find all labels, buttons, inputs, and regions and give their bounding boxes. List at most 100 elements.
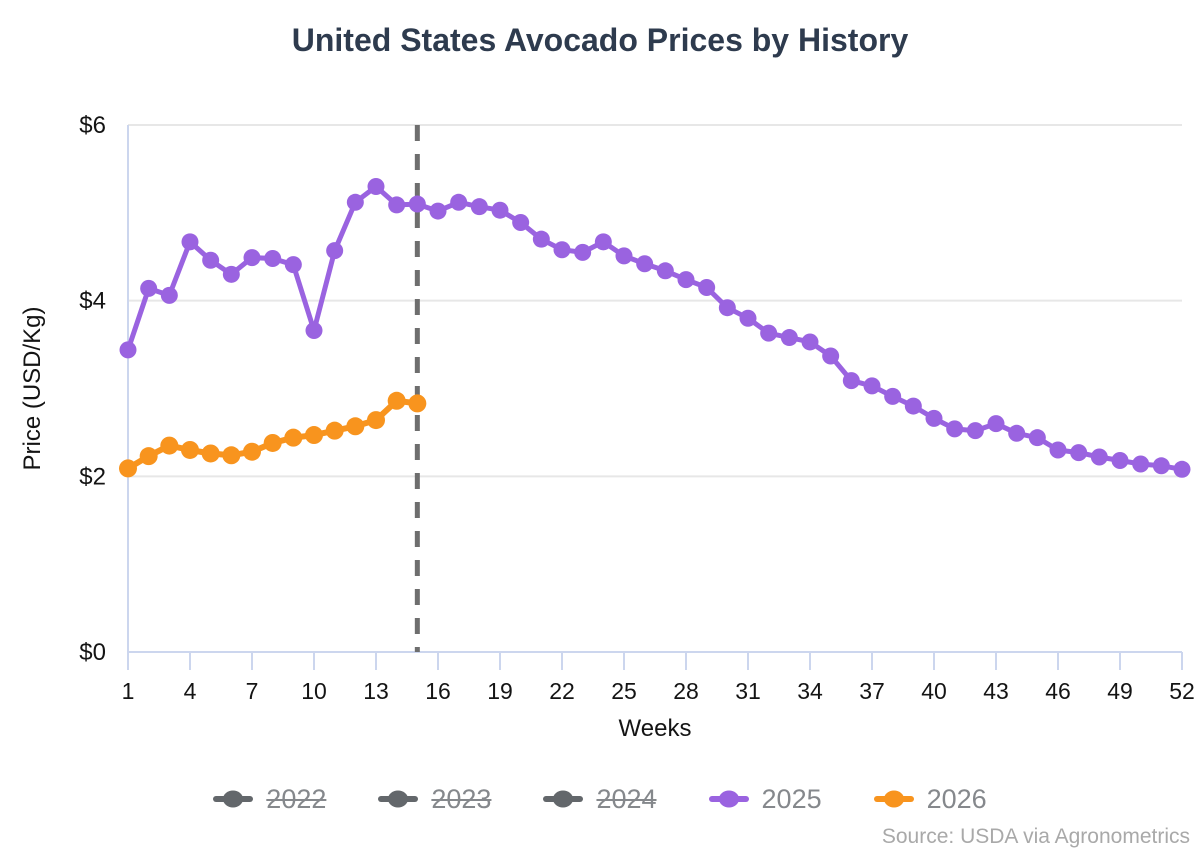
data-point-2025-week-47[interactable]: [1070, 444, 1088, 462]
legend-marker-icon: [378, 790, 419, 808]
data-point-2025-week-26[interactable]: [636, 255, 654, 273]
data-point-2025-week-36[interactable]: [842, 372, 860, 390]
data-point-2025-week-6[interactable]: [222, 265, 240, 283]
data-point-2025-week-13[interactable]: [367, 177, 385, 195]
data-point-2026-week-13[interactable]: [367, 411, 385, 430]
data-point-2025-week-32[interactable]: [760, 324, 778, 342]
legend-dot-icon: [388, 790, 409, 808]
legend-dot-icon: [883, 790, 904, 808]
data-point-2025-week-9[interactable]: [284, 256, 302, 274]
data-point-2025-week-21[interactable]: [532, 230, 550, 248]
data-point-2025-week-17[interactable]: [450, 193, 468, 211]
data-point-2025-week-11[interactable]: [326, 242, 344, 260]
data-point-2025-week-4[interactable]: [181, 233, 199, 251]
avocado-price-chart: 1 4 7 10 13 16 19 22 25 28 31 34 37 40 43 46 49 52 $0 $2 $4 $…: [19, 112, 1195, 742]
data-point-2025-week-40[interactable]: [925, 409, 943, 427]
data-point-2026-week-10[interactable]: [305, 426, 323, 445]
data-point-2025-week-15[interactable]: [408, 195, 426, 213]
data-point-2025-week-24[interactable]: [594, 233, 612, 251]
legend-marker-icon: [213, 790, 254, 808]
data-point-2026-week-6[interactable]: [222, 446, 241, 465]
x-tick-label: 22: [549, 678, 575, 704]
data-point-2025-week-45[interactable]: [1028, 429, 1046, 447]
data-point-2025-week-23[interactable]: [574, 243, 592, 261]
legend-item-2023[interactable]: 2023: [378, 783, 492, 814]
data-point-2025-week-27[interactable]: [656, 262, 674, 280]
x-tick-label: 10: [301, 678, 327, 704]
data-point-2025-week-2[interactable]: [140, 279, 158, 297]
data-point-2025-week-1[interactable]: [119, 341, 137, 359]
data-point-2025-week-48[interactable]: [1090, 448, 1108, 466]
data-point-2026-week-5[interactable]: [201, 444, 220, 463]
data-point-2025-week-3[interactable]: [160, 286, 178, 304]
legend-marker-icon: [543, 790, 584, 808]
data-point-2025-week-10[interactable]: [305, 322, 323, 340]
data-point-2025-week-51[interactable]: [1152, 457, 1170, 475]
legend-item-2022[interactable]: 2022: [213, 783, 327, 814]
data-point-2025-week-38[interactable]: [884, 387, 902, 405]
data-point-2026-week-3[interactable]: [160, 436, 179, 455]
x-tick-label: 28: [673, 678, 699, 704]
legend-dot-icon: [223, 790, 244, 808]
data-point-2025-week-37[interactable]: [863, 377, 881, 395]
data-point-2025-week-28[interactable]: [677, 271, 695, 289]
x-tick-label: 40: [921, 678, 947, 704]
data-point-2025-week-34[interactable]: [801, 333, 819, 351]
data-point-2026-week-9[interactable]: [284, 428, 303, 447]
data-point-2025-week-50[interactable]: [1132, 455, 1150, 473]
x-tick-label: 46: [1045, 678, 1071, 704]
data-point-2025-week-19[interactable]: [491, 201, 509, 219]
x-tick-label: 7: [246, 678, 259, 704]
data-point-2025-week-16[interactable]: [429, 202, 447, 220]
y-tick-label: $2: [79, 463, 106, 490]
legend-item-2026[interactable]: 2026: [873, 783, 987, 814]
data-point-2025-week-42[interactable]: [966, 422, 984, 440]
x-tick-label: 25: [611, 678, 637, 704]
y-tick-label: $0: [79, 639, 106, 666]
chart-legend: 2022 2023 2024 2025 2026: [0, 778, 1200, 820]
legend-dot-icon: [553, 790, 574, 808]
data-point-2026-week-12[interactable]: [346, 417, 365, 436]
data-point-2025-week-41[interactable]: [946, 420, 964, 438]
y-axis-title: Price (USD/Kg): [19, 306, 46, 470]
legend-label: 2022: [266, 783, 327, 814]
series-line-2025[interactable]: [125, 184, 1183, 472]
data-point-2025-week-18[interactable]: [470, 198, 488, 216]
data-point-2025-week-22[interactable]: [553, 241, 571, 259]
legend-item-2025[interactable]: 2025: [708, 785, 822, 813]
data-point-2026-week-4[interactable]: [181, 440, 199, 459]
data-point-2026-week-1[interactable]: [119, 459, 137, 478]
data-point-2025-week-25[interactable]: [615, 247, 633, 265]
data-point-2025-week-52[interactable]: [1173, 460, 1191, 478]
data-point-2025-week-43[interactable]: [987, 415, 1005, 433]
data-point-2026-week-11[interactable]: [325, 421, 344, 440]
data-point-2025-week-35[interactable]: [822, 347, 840, 365]
x-tick-label: 19: [487, 678, 513, 704]
page-title: United States Avocado Prices by History: [291, 22, 909, 58]
data-point-2025-week-14[interactable]: [388, 196, 406, 214]
data-point-2025-week-20[interactable]: [512, 213, 530, 231]
data-point-2025-week-33[interactable]: [780, 329, 798, 347]
data-point-2025-week-44[interactable]: [1008, 424, 1026, 442]
data-point-2026-week-14[interactable]: [387, 391, 406, 410]
data-point-2025-week-49[interactable]: [1111, 452, 1129, 470]
data-point-2026-week-7[interactable]: [243, 442, 261, 461]
data-point-2025-week-39[interactable]: [904, 397, 922, 415]
data-point-2025-week-12[interactable]: [346, 193, 364, 211]
legend-label: 2026: [926, 783, 987, 814]
x-tick-label: 1: [122, 678, 135, 704]
data-point-2025-week-5[interactable]: [202, 251, 220, 269]
data-point-2025-week-8[interactable]: [264, 250, 282, 268]
legend-label: 2023: [431, 783, 492, 814]
data-point-2026-week-2[interactable]: [139, 447, 158, 466]
data-point-2025-week-30[interactable]: [718, 299, 736, 317]
data-point-2026-week-15[interactable]: [408, 394, 427, 413]
legend-item-2024[interactable]: 2024: [543, 785, 657, 813]
data-point-2025-week-7[interactable]: [243, 249, 261, 267]
data-point-2025-week-31[interactable]: [739, 309, 757, 327]
data-point-2025-week-29[interactable]: [698, 278, 716, 296]
data-point-2026-week-8[interactable]: [263, 433, 282, 452]
data-point-2025-week-46[interactable]: [1049, 441, 1067, 459]
x-tick-label: 4: [184, 678, 197, 704]
x-tick-label: 34: [797, 678, 823, 704]
